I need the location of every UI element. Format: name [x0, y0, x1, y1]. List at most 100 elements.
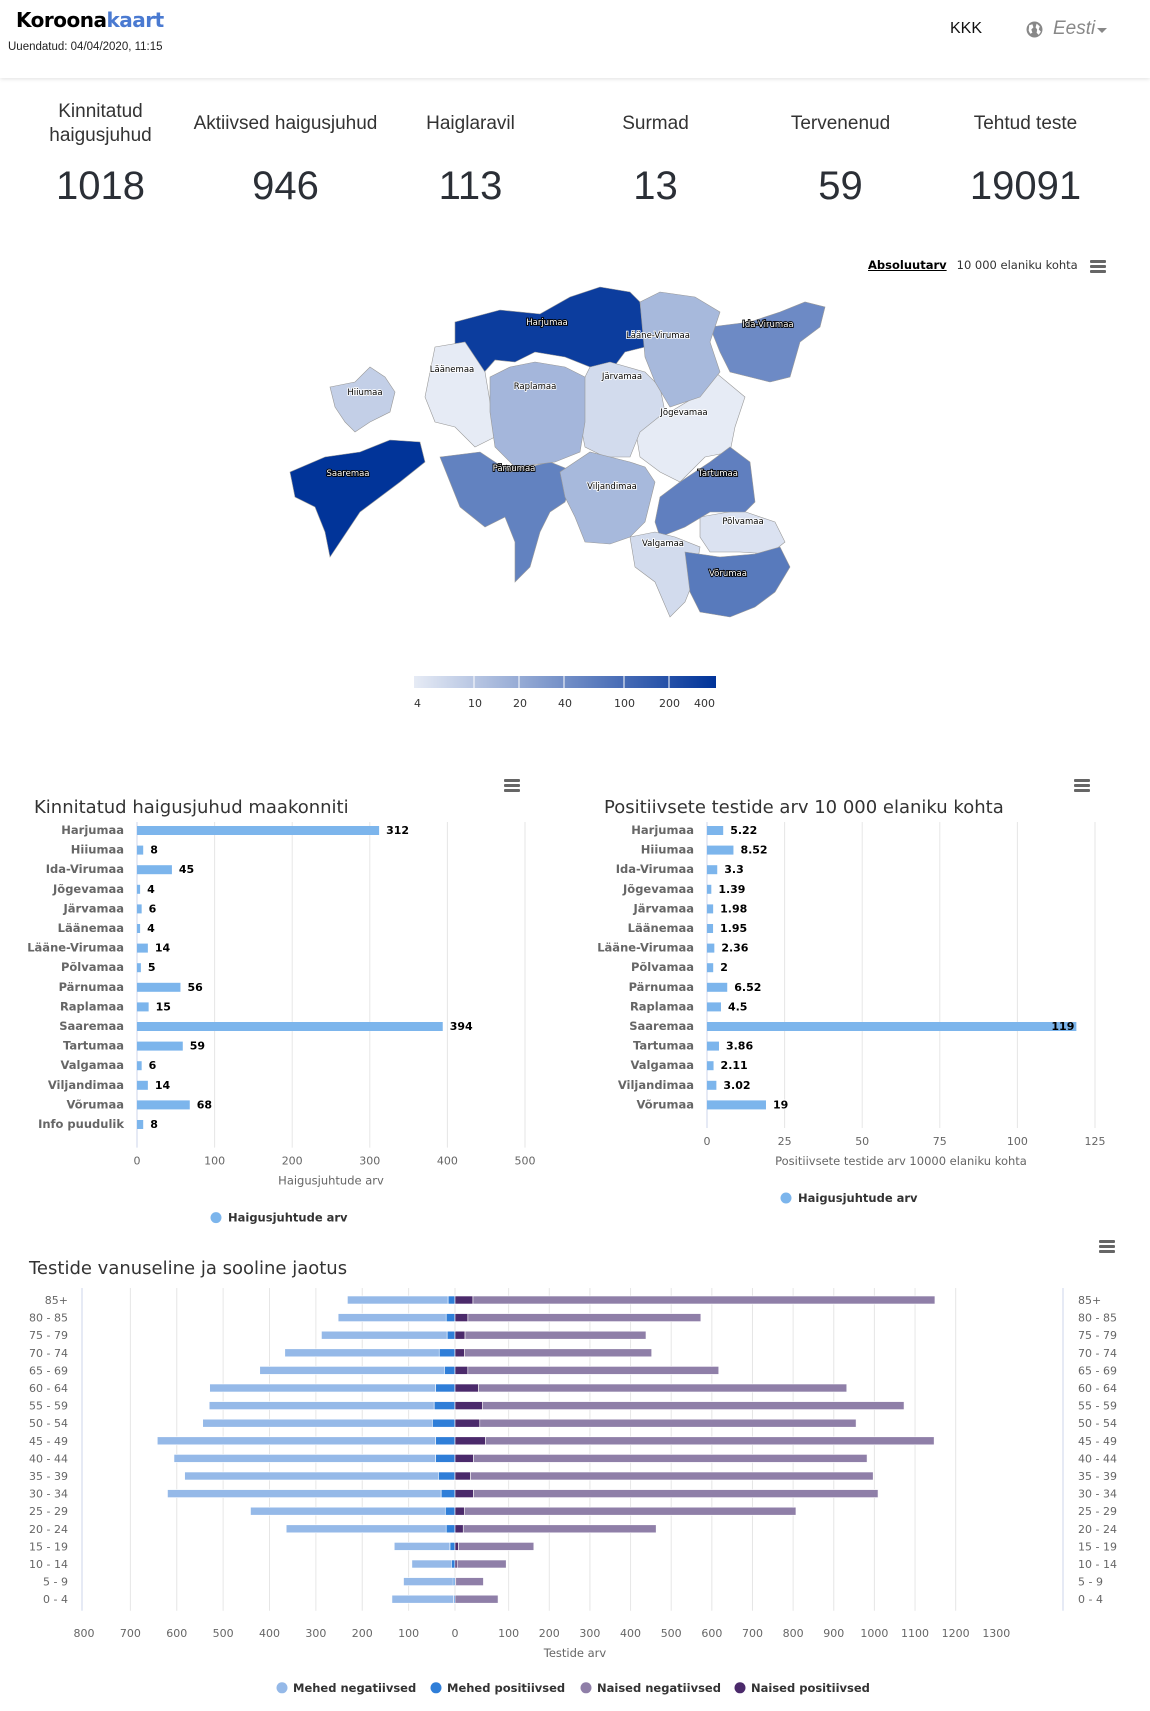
bar[interactable] [707, 1041, 719, 1051]
legend-item[interactable]: Mehed positiivsed [447, 1681, 565, 1695]
bar-female-negative[interactable] [455, 1577, 484, 1586]
map-region-l-ne-virumaa[interactable] [639, 291, 721, 408]
bar[interactable] [137, 1100, 190, 1110]
bar-male-positive[interactable] [433, 1401, 456, 1410]
chart3-menu-icon[interactable] [1099, 1240, 1115, 1254]
legend-item[interactable]: Haigusjuhtude arv [228, 1211, 348, 1225]
bar[interactable] [137, 1041, 183, 1051]
bar-female-positive[interactable] [454, 1489, 474, 1498]
bar[interactable] [707, 1061, 714, 1071]
bar[interactable] [707, 1100, 766, 1110]
map-region-v-rumaa[interactable] [684, 546, 791, 618]
bar-female-negative[interactable] [485, 1436, 935, 1446]
bar-male-negative[interactable] [156, 1436, 436, 1446]
bar[interactable] [137, 963, 141, 973]
bar-female-positive[interactable] [454, 1436, 486, 1446]
bar-female-positive[interactable] [454, 1383, 479, 1393]
bar-male-positive[interactable] [449, 1542, 456, 1551]
bar[interactable] [707, 826, 724, 835]
bar-male-negative[interactable] [403, 1577, 454, 1586]
bar[interactable] [137, 1061, 142, 1071]
bar-male-negative[interactable] [184, 1471, 439, 1481]
faq-link[interactable]: KKK [950, 20, 983, 37]
bar-female-positive[interactable] [454, 1524, 464, 1534]
bar[interactable] [707, 943, 715, 953]
brand-logo[interactable]: Koroonakaart [16, 8, 164, 32]
bar-male-negative[interactable] [209, 1383, 436, 1393]
bar-female-negative[interactable] [478, 1383, 848, 1393]
bar-female-positive[interactable] [454, 1401, 483, 1410]
bar-male-negative[interactable] [285, 1524, 447, 1534]
bar-female-positive[interactable] [454, 1330, 466, 1340]
bar-male-positive[interactable] [438, 1471, 456, 1481]
bar-female-negative[interactable] [464, 1348, 652, 1358]
bar[interactable] [137, 1022, 443, 1031]
bar[interactable] [137, 982, 181, 992]
bar[interactable] [707, 884, 712, 894]
bar-male-positive[interactable] [440, 1489, 456, 1498]
bar-male-negative[interactable] [337, 1313, 447, 1322]
bar-female-negative[interactable] [473, 1489, 879, 1498]
bar[interactable] [137, 1002, 149, 1012]
bar[interactable] [137, 884, 141, 894]
bar-female-negative[interactable] [472, 1295, 936, 1305]
bar-male-negative[interactable] [250, 1506, 446, 1516]
bar-female-positive[interactable] [454, 1366, 469, 1375]
map-region-p-rnumaa[interactable] [439, 451, 576, 583]
bar[interactable] [137, 826, 380, 835]
bar[interactable] [707, 1022, 1077, 1031]
bar[interactable] [137, 924, 141, 933]
map-region-saaremaa[interactable] [289, 439, 426, 558]
bar-male-positive[interactable] [435, 1383, 456, 1393]
bar-female-negative[interactable] [479, 1418, 857, 1428]
bar-female-negative[interactable] [470, 1471, 874, 1481]
bar[interactable] [707, 1080, 717, 1090]
bar-female-positive[interactable] [454, 1348, 465, 1358]
map-region-ida-virumaa[interactable] [709, 301, 826, 383]
map-region-raplamaa[interactable] [489, 361, 586, 468]
bar[interactable] [137, 845, 144, 855]
hamburger-menu-icon[interactable] [1090, 260, 1106, 274]
bar-male-positive[interactable] [450, 1559, 456, 1569]
bar-male-positive[interactable] [447, 1295, 456, 1305]
bar-female-positive[interactable] [454, 1454, 474, 1463]
bar-female-negative[interactable] [462, 1524, 657, 1534]
legend-item[interactable]: Naised negatiivsed [597, 1681, 721, 1695]
bar-female-negative[interactable] [473, 1454, 868, 1463]
bar-female-positive[interactable] [454, 1506, 465, 1516]
toggle-per-capita[interactable]: 10 000 elaniku kohta [956, 258, 1078, 272]
bar-male-negative[interactable] [411, 1559, 452, 1569]
bar-female-positive[interactable] [454, 1418, 481, 1428]
bar-male-positive[interactable] [446, 1330, 456, 1340]
map-region-hiiumaa[interactable] [329, 366, 396, 433]
bar-female-positive[interactable] [454, 1559, 458, 1569]
bar-male-positive[interactable] [445, 1524, 456, 1534]
bar-female-positive[interactable] [454, 1313, 469, 1322]
bar-male-negative[interactable] [167, 1489, 442, 1498]
language-dropdown[interactable]: Eesti [1026, 18, 1108, 40]
bar-female-negative[interactable] [464, 1330, 647, 1340]
bar-male-negative[interactable] [393, 1542, 451, 1551]
bar-female-negative[interactable] [467, 1366, 720, 1375]
chart2-menu-icon[interactable] [1074, 779, 1090, 793]
toggle-absolute[interactable]: Absoluutarv [868, 258, 947, 272]
bar-male-negative[interactable] [391, 1594, 454, 1604]
bar[interactable] [137, 1080, 148, 1090]
map-region-viljandimaa[interactable] [559, 451, 656, 545]
bar-female-positive[interactable] [454, 1542, 459, 1551]
bar[interactable] [707, 982, 728, 992]
bar-male-negative[interactable] [284, 1348, 440, 1358]
bar[interactable] [707, 904, 714, 914]
bar-male-positive[interactable] [435, 1454, 456, 1463]
bar-male-positive[interactable] [435, 1436, 456, 1446]
bar[interactable] [137, 865, 172, 875]
bar-female-positive[interactable] [454, 1295, 474, 1305]
bar[interactable] [137, 943, 148, 953]
bar[interactable] [707, 924, 714, 933]
bar[interactable] [137, 1120, 144, 1129]
bar-female-negative[interactable] [467, 1313, 702, 1322]
bar-male-negative[interactable] [173, 1454, 436, 1463]
bar-female-negative[interactable] [482, 1401, 905, 1410]
bar-male-negative[interactable] [259, 1366, 445, 1375]
map-region-tartumaa[interactable] [654, 446, 756, 538]
